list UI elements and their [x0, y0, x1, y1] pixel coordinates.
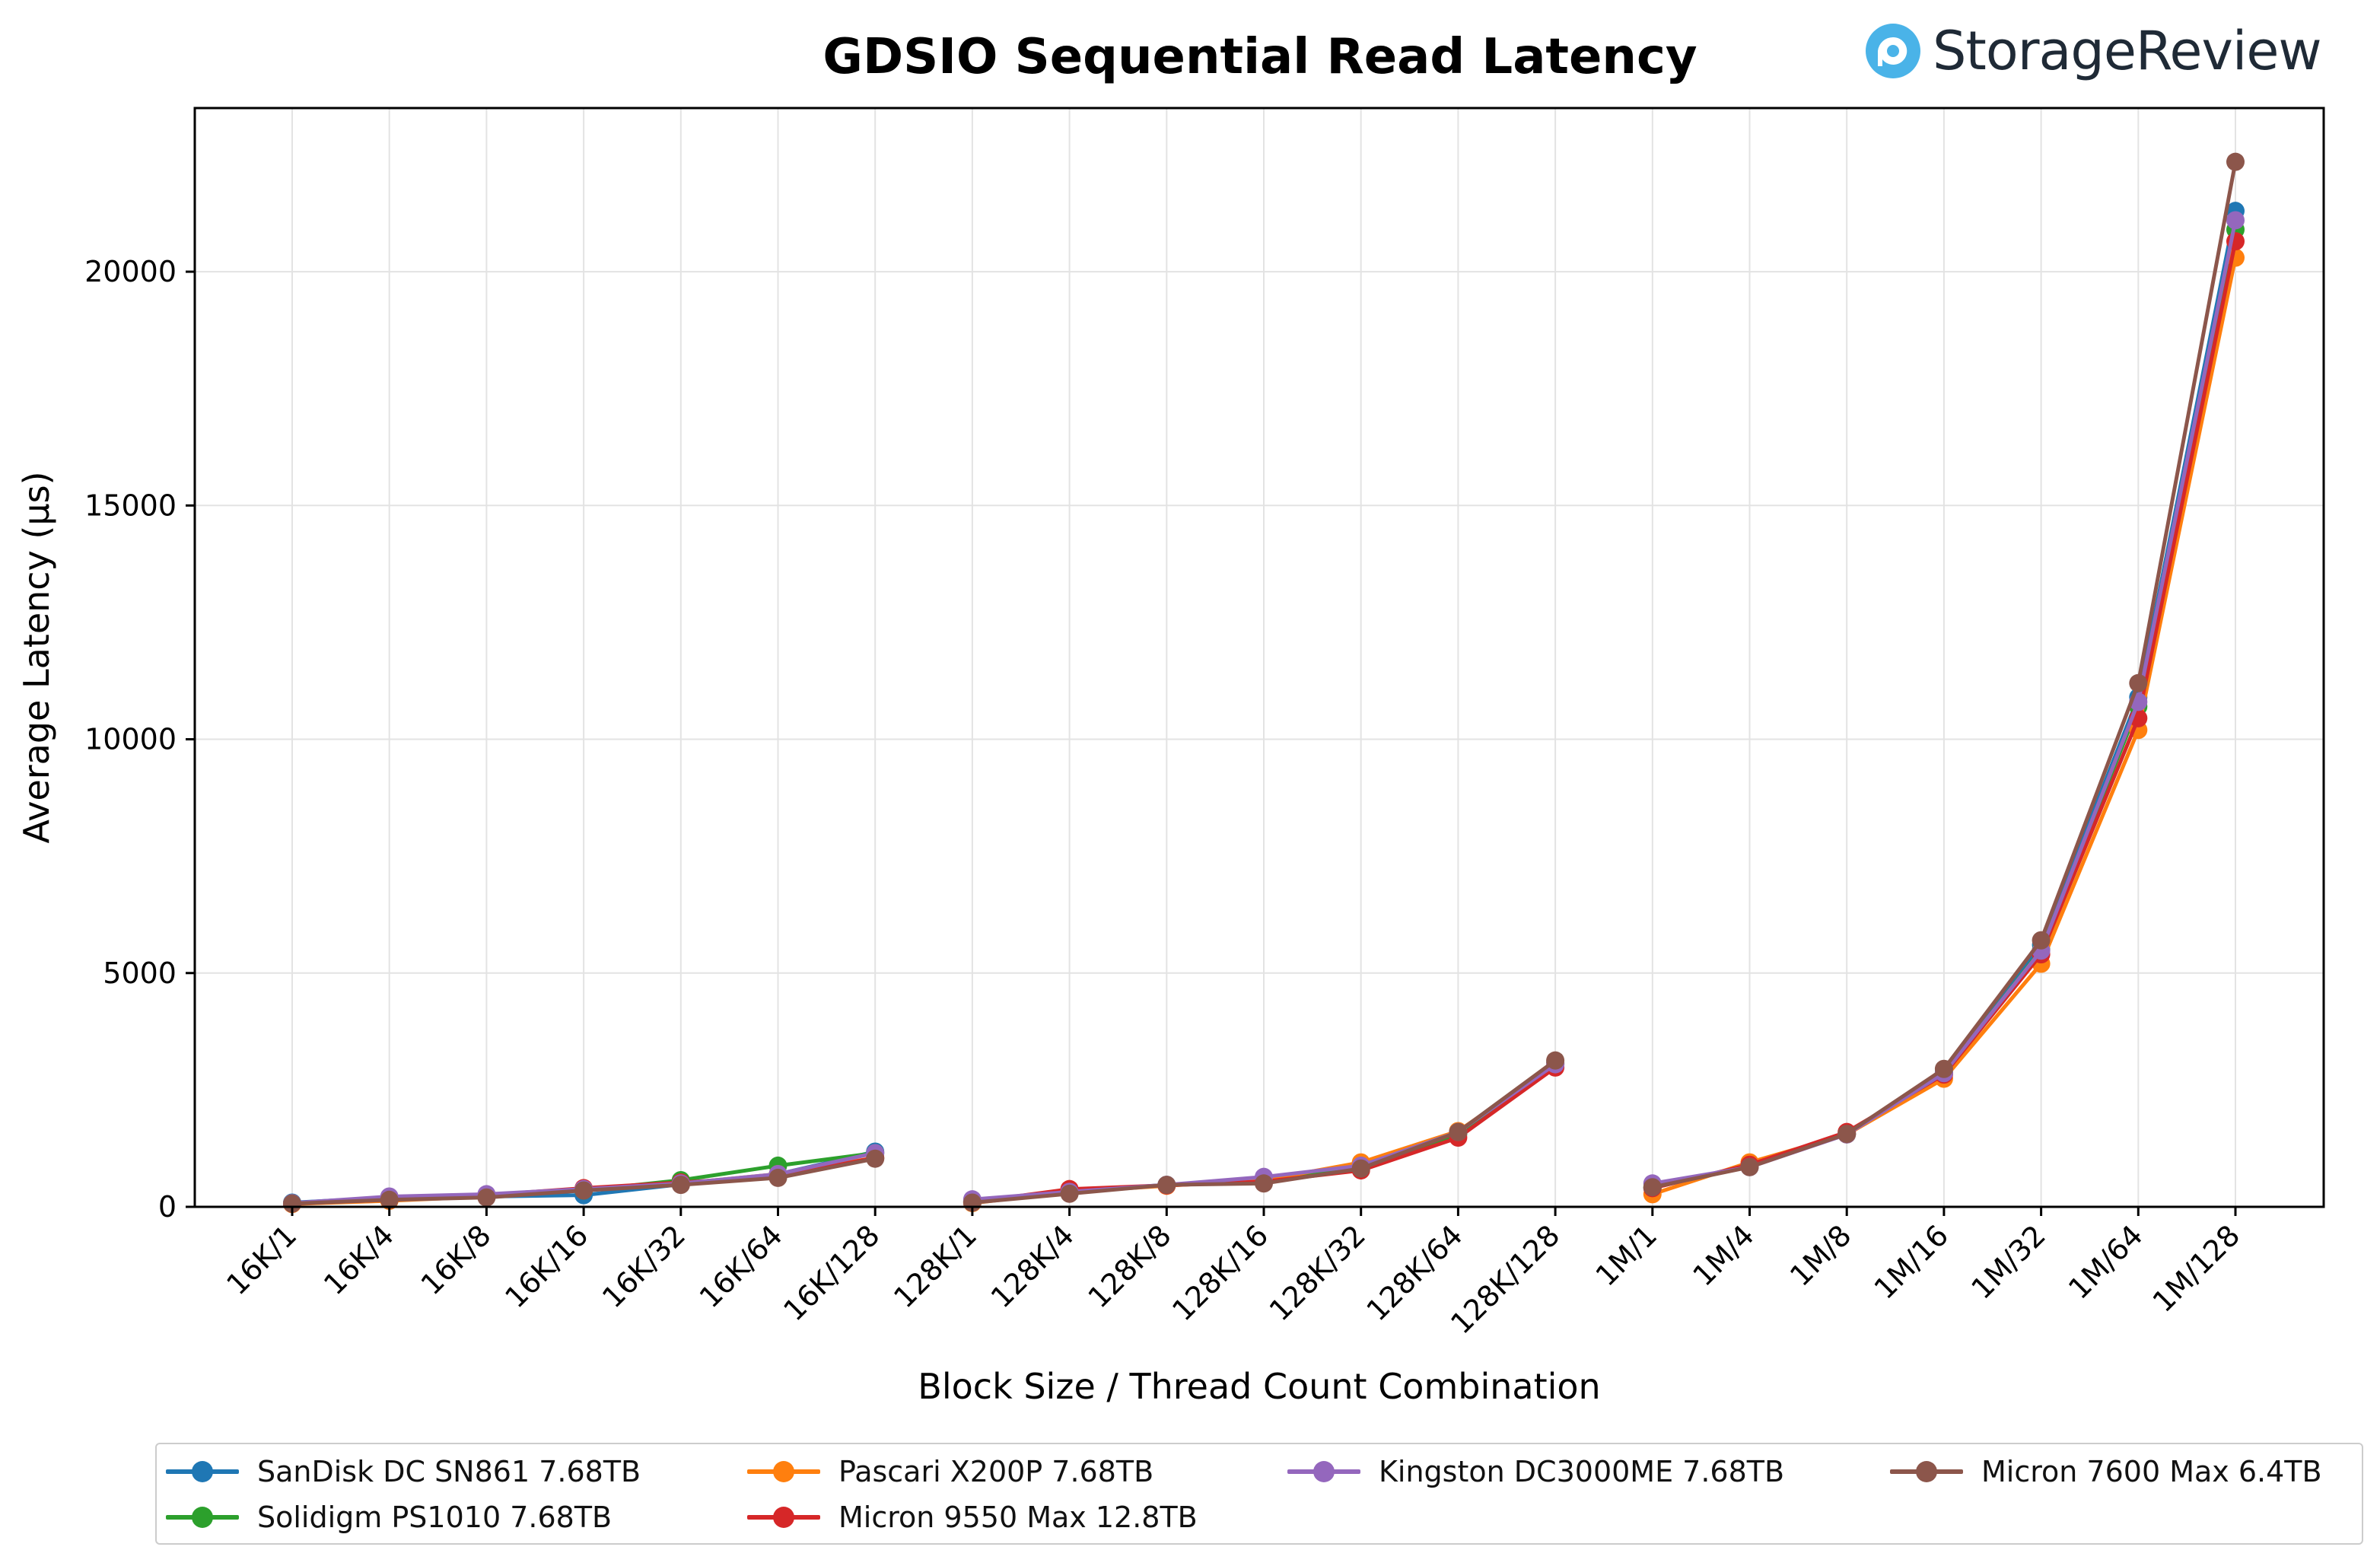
x-tick-label: 128K/4	[985, 1218, 1080, 1314]
grid-lines	[195, 108, 2324, 1208]
x-axis: 16K/1 16K/4 16K/8 16K/16 16K/32 16K/6416K/128…	[220, 1207, 2246, 1341]
data-point	[1157, 1176, 1176, 1195]
legend-item: SanDisk DC SN861 7.68TB	[163, 1449, 641, 1494]
legend-swatch	[163, 1456, 242, 1487]
legend-label: Solidigm PS1010 7.68TB	[257, 1501, 612, 1534]
data-point	[1643, 1178, 1662, 1197]
data-point	[1546, 1051, 1565, 1070]
data-point	[1255, 1174, 1273, 1193]
x-tick-label: 128K/16	[1166, 1218, 1274, 1327]
data-point	[866, 1149, 885, 1168]
x-tick-label: 16K/8	[415, 1218, 498, 1301]
chart-legend: SanDisk DC SN861 7.68TB Pascari X200P 7.6…	[155, 1443, 2363, 1545]
legend-swatch	[1284, 1456, 1363, 1487]
x-tick-label: 1M/64	[2062, 1218, 2149, 1306]
data-point	[283, 1194, 301, 1213]
x-tick-label: 1M/128	[2146, 1218, 2247, 1319]
x-tick-label: 1M/1	[1589, 1218, 1664, 1293]
data-point	[1740, 1157, 1759, 1176]
data-point	[671, 1176, 690, 1195]
legend-item: Solidigm PS1010 7.68TB	[163, 1494, 612, 1540]
data-point	[1934, 1059, 1953, 1078]
x-tick-label: 1M/8	[1783, 1218, 1858, 1293]
data-point	[1838, 1125, 1857, 1144]
series-line	[283, 152, 2245, 1213]
x-tick-label: 1M/4	[1686, 1218, 1761, 1293]
x-axis-label: Block Size / Thread Count Combination	[918, 1366, 1600, 1407]
data-point	[768, 1168, 788, 1187]
data-point	[1449, 1122, 1468, 1141]
data-point	[2032, 931, 2051, 950]
y-tick-label: 0	[158, 1190, 177, 1224]
y-tick-label: 5000	[103, 956, 177, 990]
legend-swatch	[1887, 1456, 1966, 1487]
x-tick-label: 1M/16	[1868, 1218, 1955, 1306]
legend-swatch	[163, 1502, 242, 1533]
legend-item: Kingston DC3000ME 7.68TB	[1284, 1449, 1784, 1494]
chart-title: GDSIO Sequential Read Latency	[822, 29, 1697, 85]
data-point	[477, 1188, 496, 1207]
brand-logo: StorageReview	[1864, 17, 2322, 85]
data-point	[2226, 152, 2245, 171]
legend-item: Micron 9550 Max 12.8TB	[744, 1494, 1198, 1540]
legend-label: Micron 9550 Max 12.8TB	[838, 1501, 1198, 1534]
data-point	[574, 1181, 593, 1200]
x-tick-label: 16K/16	[498, 1218, 594, 1314]
x-tick-label: 1M/32	[1965, 1218, 2052, 1306]
data-point	[1351, 1159, 1370, 1178]
y-tick-label: 20000	[84, 255, 177, 288]
data-point	[1060, 1184, 1079, 1203]
legend-label: Micron 7600 Max 6.4TB	[1981, 1455, 2322, 1488]
x-tick-label: 16K/32	[596, 1218, 692, 1314]
x-tick-label: 128K/1	[887, 1218, 983, 1314]
x-tick-label: 16K/64	[693, 1218, 789, 1314]
y-axis: 0 5000 10000 15000 20000	[84, 255, 195, 1224]
x-tick-label: 128K/32	[1263, 1218, 1372, 1327]
legend-item: Micron 7600 Max 6.4TB	[1887, 1449, 2322, 1494]
x-tick-label: 16K/128	[777, 1218, 886, 1327]
legend-swatch	[744, 1502, 823, 1533]
data-point	[2226, 211, 2245, 230]
storagereview-logo-icon	[1866, 24, 1920, 78]
legend-label: Pascari X200P 7.68TB	[838, 1455, 1154, 1488]
x-tick-label: 16K/1	[220, 1218, 303, 1301]
x-tick-label: 16K/4	[317, 1218, 400, 1301]
y-tick-label: 15000	[84, 489, 177, 522]
y-axis-label: Average Latency (µs)	[16, 471, 57, 843]
data-point	[2129, 673, 2148, 692]
legend-item: Pascari X200P 7.68TB	[744, 1449, 1153, 1494]
y-tick-label: 10000	[84, 723, 177, 756]
plot-area-frame	[193, 107, 2325, 1208]
brand-name: StorageReview	[1933, 20, 2322, 82]
x-tick-label: 128K/8	[1081, 1218, 1177, 1314]
legend-swatch	[744, 1456, 823, 1487]
series-layer	[283, 152, 2245, 1214]
data-point	[380, 1190, 399, 1209]
legend-label: Kingston DC3000ME 7.68TB	[1379, 1455, 1785, 1488]
legend-label: SanDisk DC SN861 7.68TB	[257, 1455, 641, 1488]
